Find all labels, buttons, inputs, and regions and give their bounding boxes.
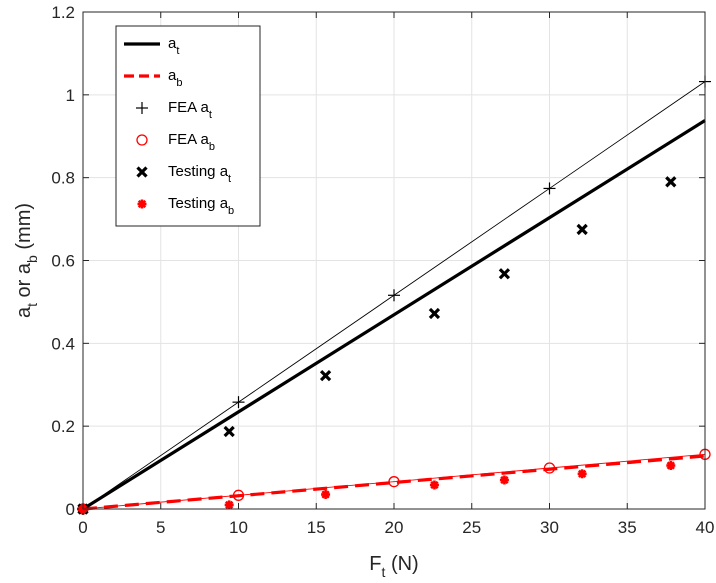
legend: at ab FEA at FEA ab Testing at Testing ab — [115, 25, 261, 227]
axis-ticks: 0 5 10 15 20 25 30 35 40 0 0.2 0.4 0.6 0.8 1 1.2 — [51, 3, 714, 537]
legend-label: FEA at — [168, 99, 212, 121]
grid — [83, 12, 705, 509]
x-tick-label: 30 — [540, 518, 559, 537]
x-tick-label: 10 — [229, 518, 248, 537]
asterisk-marker — [500, 475, 509, 485]
x-marker — [136, 166, 148, 178]
x-tick-label: 20 — [385, 518, 404, 537]
circle-marker — [136, 134, 148, 146]
x-marker — [665, 176, 677, 188]
x-tick-label: 40 — [696, 518, 715, 537]
asterisk-marker — [430, 480, 439, 490]
x-tick-label: 5 — [156, 518, 165, 537]
asterisk-marker — [225, 500, 234, 510]
asterisk-marker — [137, 199, 147, 209]
legend-label: Testing ab — [168, 195, 234, 217]
y-tick-label: 0.6 — [51, 252, 75, 271]
legend-item-test-ab: Testing ab — [137, 195, 234, 217]
y-tick-label: 1.2 — [51, 3, 75, 22]
y-tick-label: 0.4 — [51, 334, 75, 353]
asterisk-marker — [577, 469, 587, 478]
x-axis-title: Ft (N) — [369, 553, 418, 580]
legend-label: FEA ab — [168, 131, 215, 153]
legend-label: at — [168, 35, 179, 57]
y-tick-label: 0.8 — [51, 169, 75, 188]
legend-item-at: at — [124, 35, 179, 57]
y-tick-label: 0 — [66, 500, 75, 519]
y-tick-label: 1 — [66, 86, 75, 105]
series-at — [82, 119, 706, 511]
x-marker — [319, 370, 332, 382]
legend-item-fea-at: FEA at — [136, 99, 212, 121]
x-marker — [498, 268, 511, 280]
x-tick-label: 0 — [78, 518, 87, 537]
y-tick-label: 0.2 — [51, 417, 75, 436]
y-axis-title: at or ab (mm) — [13, 203, 40, 318]
legend-item-test-at: Testing at — [136, 163, 231, 185]
x-tick-label: 25 — [462, 518, 481, 537]
legend-box — [115, 25, 261, 227]
x-tick-label: 35 — [618, 518, 637, 537]
plot-area — [77, 75, 711, 515]
legend-label: Testing at — [168, 163, 231, 185]
asterisk-marker — [321, 490, 330, 499]
series-line — [82, 119, 706, 511]
x-marker — [223, 425, 235, 438]
series-test-ab — [78, 461, 676, 514]
legend-item-fea-ab: FEA ab — [136, 131, 215, 153]
x-tick-label: 15 — [307, 518, 326, 537]
legend-label: ab — [168, 67, 182, 89]
x-marker — [428, 307, 441, 320]
legend-item-ab: ab — [124, 67, 182, 89]
asterisk-marker — [666, 461, 675, 470]
x-marker — [576, 223, 588, 236]
series-line — [82, 453, 706, 510]
